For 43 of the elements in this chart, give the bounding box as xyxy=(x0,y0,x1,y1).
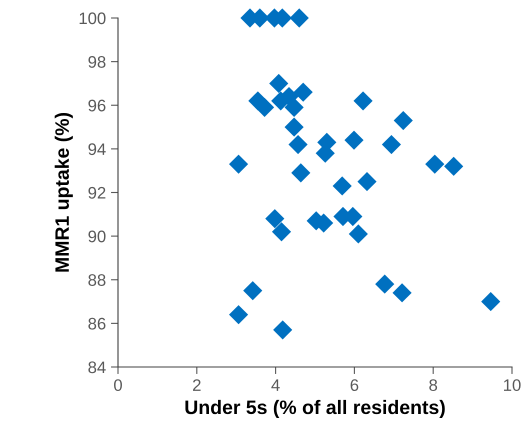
point xyxy=(290,8,309,28)
x-tick-label: 0 xyxy=(114,379,122,392)
x-tick-label: 10 xyxy=(504,379,521,392)
point xyxy=(344,130,364,150)
point xyxy=(375,274,394,294)
point xyxy=(425,154,444,174)
point xyxy=(228,154,248,174)
point xyxy=(348,224,368,244)
x-tick-label: 8 xyxy=(429,379,438,392)
point xyxy=(382,134,402,154)
point xyxy=(272,222,292,242)
y-tick-label: 96 xyxy=(88,100,106,112)
point xyxy=(444,156,464,176)
point xyxy=(291,163,310,182)
point xyxy=(243,281,262,300)
point xyxy=(392,283,412,302)
point xyxy=(353,91,373,110)
y-axis-title: MMR1 uptake (%) xyxy=(54,112,73,272)
point xyxy=(288,134,308,154)
y-tick-label: 86 xyxy=(88,318,106,330)
point xyxy=(284,98,304,118)
point xyxy=(254,98,274,118)
x-tick-label: 4 xyxy=(271,379,280,391)
x-tick-label: 2 xyxy=(193,379,201,391)
x-tick-label: 6 xyxy=(350,379,358,392)
point xyxy=(332,176,352,196)
point xyxy=(394,110,413,130)
point xyxy=(228,305,248,324)
point xyxy=(269,74,288,94)
y-tick-label: 92 xyxy=(88,186,106,199)
y-tick-label: 94 xyxy=(88,143,106,156)
x-axis-title: Under 5s (% of all residents) xyxy=(185,400,445,418)
point xyxy=(481,292,500,312)
point xyxy=(294,82,313,102)
y-tick-label: 90 xyxy=(88,230,106,242)
point xyxy=(357,172,377,192)
y-tick-label: 84 xyxy=(88,361,106,374)
y-tick-label: 98 xyxy=(88,56,106,68)
point xyxy=(284,117,304,137)
point xyxy=(265,209,284,228)
point xyxy=(273,320,292,340)
y-tick-label: 88 xyxy=(88,274,106,286)
y-tick-label: 100 xyxy=(80,12,106,24)
